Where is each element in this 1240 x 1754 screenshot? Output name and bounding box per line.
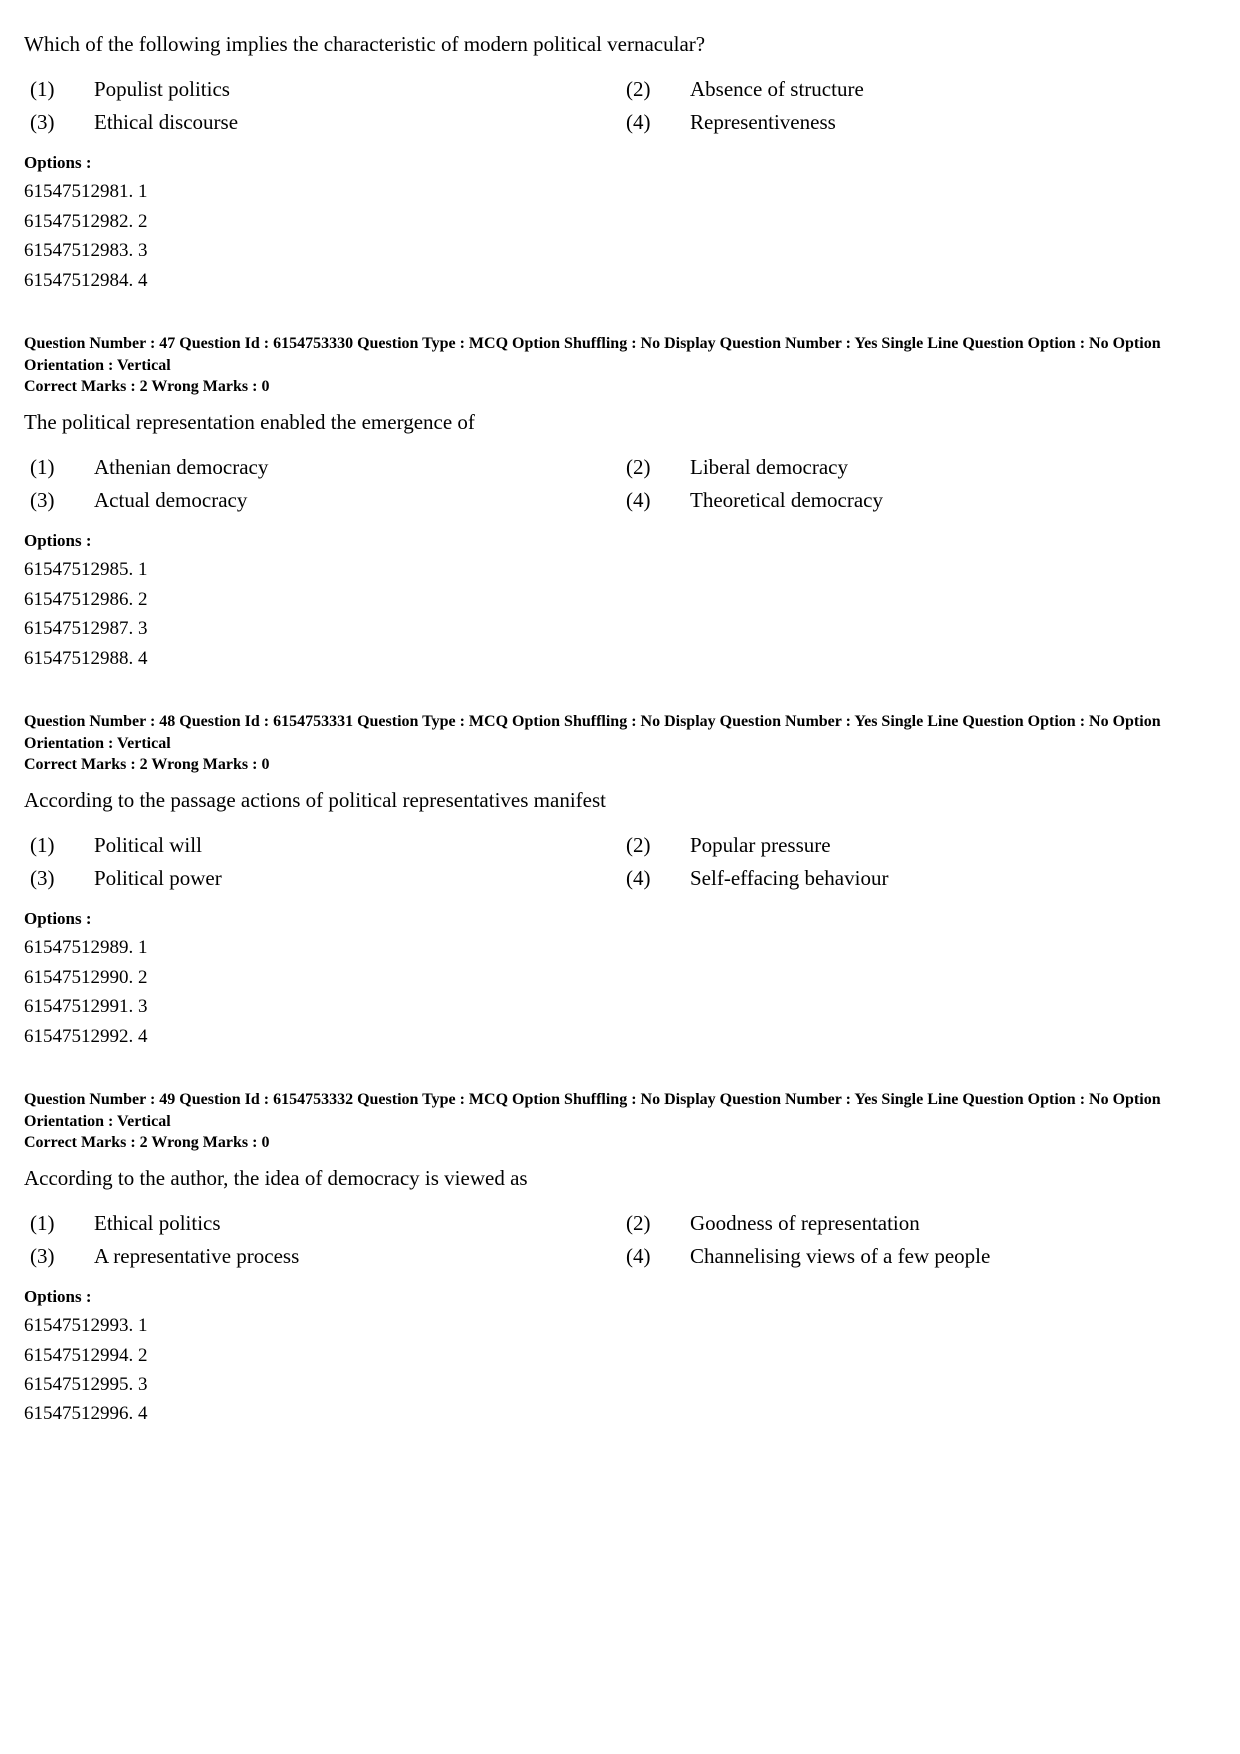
answer-4: (4) Self-effacing behaviour [620,866,1216,891]
answer-num: (2) [620,455,690,480]
question-text: The political representation enabled the… [24,408,1216,437]
answer-text: Goodness of representation [690,1211,1216,1236]
question-meta-47: Question Number : 47 Question Id : 61547… [24,333,1216,398]
answer-num: (1) [24,77,94,102]
answer-text: Political will [94,833,620,858]
answer-num: (3) [24,110,94,135]
option-line: 61547512982. 2 [24,207,1216,236]
option-line: 61547512985. 1 [24,555,1216,584]
answer-num: (4) [620,1244,690,1269]
answer-3: (3) A representative process [24,1244,620,1269]
answer-num: (2) [620,833,690,858]
option-line: 61547512991. 3 [24,992,1216,1021]
answer-text: Athenian democracy [94,455,620,480]
answer-text: Liberal democracy [690,455,1216,480]
answer-text: Ethical discourse [94,110,620,135]
answer-4: (4) Channelising views of a few people [620,1244,1216,1269]
meta-line: Question Number : 49 Question Id : 61547… [24,1089,1216,1132]
answer-1: (1) Political will [24,833,620,858]
question-text: According to the passage actions of poli… [24,786,1216,815]
option-line: 61547512995. 3 [24,1370,1216,1399]
option-line: 61547512986. 2 [24,585,1216,614]
meta-line: Question Number : 47 Question Id : 61547… [24,333,1216,376]
answer-text: Absence of structure [690,77,1216,102]
options-label: Options : [24,531,1216,551]
answer-row: (1) Athenian democracy (2) Liberal democ… [24,455,1216,480]
answer-4: (4) Representiveness [620,110,1216,135]
option-line: 61547512984. 4 [24,266,1216,295]
answer-text: Representiveness [690,110,1216,135]
answer-1: (1) Ethical politics [24,1211,620,1236]
answer-3: (3) Political power [24,866,620,891]
answer-2: (2) Liberal democracy [620,455,1216,480]
answer-num: (3) [24,488,94,513]
question-meta-49: Question Number : 49 Question Id : 61547… [24,1089,1216,1154]
answer-4: (4) Theoretical democracy [620,488,1216,513]
answer-num: (3) [24,1244,94,1269]
answer-1: (1) Athenian democracy [24,455,620,480]
options-label: Options : [24,1287,1216,1307]
answer-1: (1) Populist politics [24,77,620,102]
answer-text: Channelising views of a few people [690,1244,1216,1269]
answer-text: Self-effacing behaviour [690,866,1216,891]
answer-num: (4) [620,866,690,891]
option-line: 61547512989. 1 [24,933,1216,962]
meta-line: Correct Marks : 2 Wrong Marks : 0 [24,1132,1216,1154]
answer-num: (1) [24,1211,94,1236]
options-label: Options : [24,909,1216,929]
answer-text: Theoretical democracy [690,488,1216,513]
answer-row: (1) Political will (2) Popular pressure [24,833,1216,858]
answer-row: (1) Populist politics (2) Absence of str… [24,77,1216,102]
answer-text: Popular pressure [690,833,1216,858]
options-label: Options : [24,153,1216,173]
answer-row: (3) Actual democracy (4) Theoretical dem… [24,488,1216,513]
question-text: Which of the following implies the chara… [24,30,1216,59]
answer-2: (2) Absence of structure [620,77,1216,102]
answer-row: (3) Political power (4) Self-effacing be… [24,866,1216,891]
answer-text: Political power [94,866,620,891]
answer-num: (1) [24,833,94,858]
answer-row: (3) A representative process (4) Channel… [24,1244,1216,1269]
option-line: 61547512994. 2 [24,1341,1216,1370]
option-line: 61547512988. 4 [24,644,1216,673]
meta-line: Question Number : 48 Question Id : 61547… [24,711,1216,754]
question-46: Which of the following implies the chara… [24,30,1216,295]
option-line: 61547512983. 3 [24,236,1216,265]
question-text: According to the author, the idea of dem… [24,1164,1216,1193]
question-48: According to the passage actions of poli… [24,786,1216,1051]
option-line: 61547512992. 4 [24,1022,1216,1051]
option-line: 61547512987. 3 [24,614,1216,643]
meta-line: Correct Marks : 2 Wrong Marks : 0 [24,376,1216,398]
answer-row: (1) Ethical politics (2) Goodness of rep… [24,1211,1216,1236]
option-line: 61547512996. 4 [24,1399,1216,1428]
answer-text: Actual democracy [94,488,620,513]
answer-2: (2) Goodness of representation [620,1211,1216,1236]
answer-text: Ethical politics [94,1211,620,1236]
meta-line: Correct Marks : 2 Wrong Marks : 0 [24,754,1216,776]
answer-num: (1) [24,455,94,480]
answer-num: (3) [24,866,94,891]
answer-text: A representative process [94,1244,620,1269]
question-meta-48: Question Number : 48 Question Id : 61547… [24,711,1216,776]
answer-num: (2) [620,1211,690,1236]
answer-num: (2) [620,77,690,102]
option-line: 61547512993. 1 [24,1311,1216,1340]
question-49: According to the author, the idea of dem… [24,1164,1216,1429]
answer-num: (4) [620,110,690,135]
option-line: 61547512981. 1 [24,177,1216,206]
answer-text: Populist politics [94,77,620,102]
answer-2: (2) Popular pressure [620,833,1216,858]
answer-num: (4) [620,488,690,513]
answer-3: (3) Ethical discourse [24,110,620,135]
answer-row: (3) Ethical discourse (4) Representivene… [24,110,1216,135]
option-line: 61547512990. 2 [24,963,1216,992]
answer-3: (3) Actual democracy [24,488,620,513]
question-47: The political representation enabled the… [24,408,1216,673]
